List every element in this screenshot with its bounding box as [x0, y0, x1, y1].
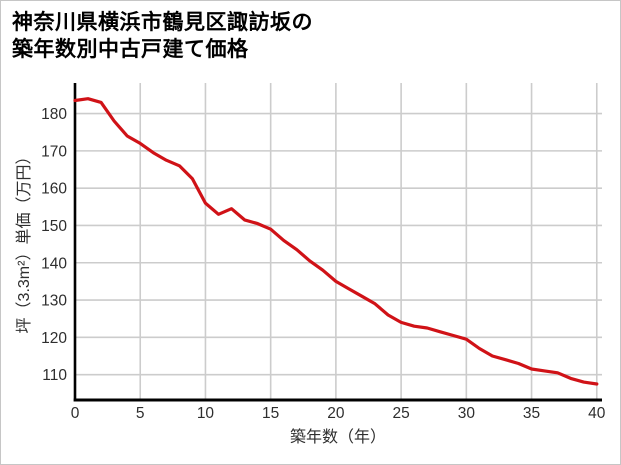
- x-tick-20: 20: [327, 405, 345, 422]
- x-axis-label: 築年数（年）: [290, 428, 386, 446]
- x-tick-25: 25: [392, 405, 409, 422]
- price-line-path: [73, 97, 599, 386]
- y-tick-labels: 110 120 130 140 150 160 170 180: [41, 106, 67, 384]
- y-tick-170: 170: [41, 143, 67, 160]
- x-tick-5: 5: [136, 405, 145, 422]
- x-tick-30: 30: [458, 405, 476, 422]
- chart-title: 神奈川県横浜市鶴見区諏訪坂の 築年数別中古戸建て価格: [12, 9, 313, 63]
- y-axis-label: 坪（3.3m²）単価（万円）: [15, 149, 33, 334]
- price-line: [73, 97, 599, 386]
- y-tick-180: 180: [41, 106, 67, 123]
- y-tick-140: 140: [41, 255, 67, 272]
- x-tick-40: 40: [588, 405, 606, 422]
- y-tick-150: 150: [41, 218, 67, 235]
- horizontal-gridlines: [75, 112, 602, 376]
- x-tick-10: 10: [197, 405, 215, 422]
- y-tick-160: 160: [41, 181, 67, 198]
- x-tick-15: 15: [262, 405, 279, 422]
- x-tick-labels: 0 5 10 15 20 25 30 35 40: [71, 405, 606, 422]
- vertical-gridlines: [139, 83, 598, 399]
- chart-title-line2: 築年数別中古戸建て価格: [12, 38, 249, 61]
- axis-spines: [73, 83, 602, 402]
- x-tick-0: 0: [71, 405, 80, 422]
- y-tick-120: 120: [41, 330, 67, 347]
- y-tick-130: 130: [41, 293, 67, 310]
- y-tick-110: 110: [42, 367, 67, 384]
- chart-title-line1: 神奈川県横浜市鶴見区諏訪坂の: [12, 11, 313, 34]
- x-tick-35: 35: [523, 405, 540, 422]
